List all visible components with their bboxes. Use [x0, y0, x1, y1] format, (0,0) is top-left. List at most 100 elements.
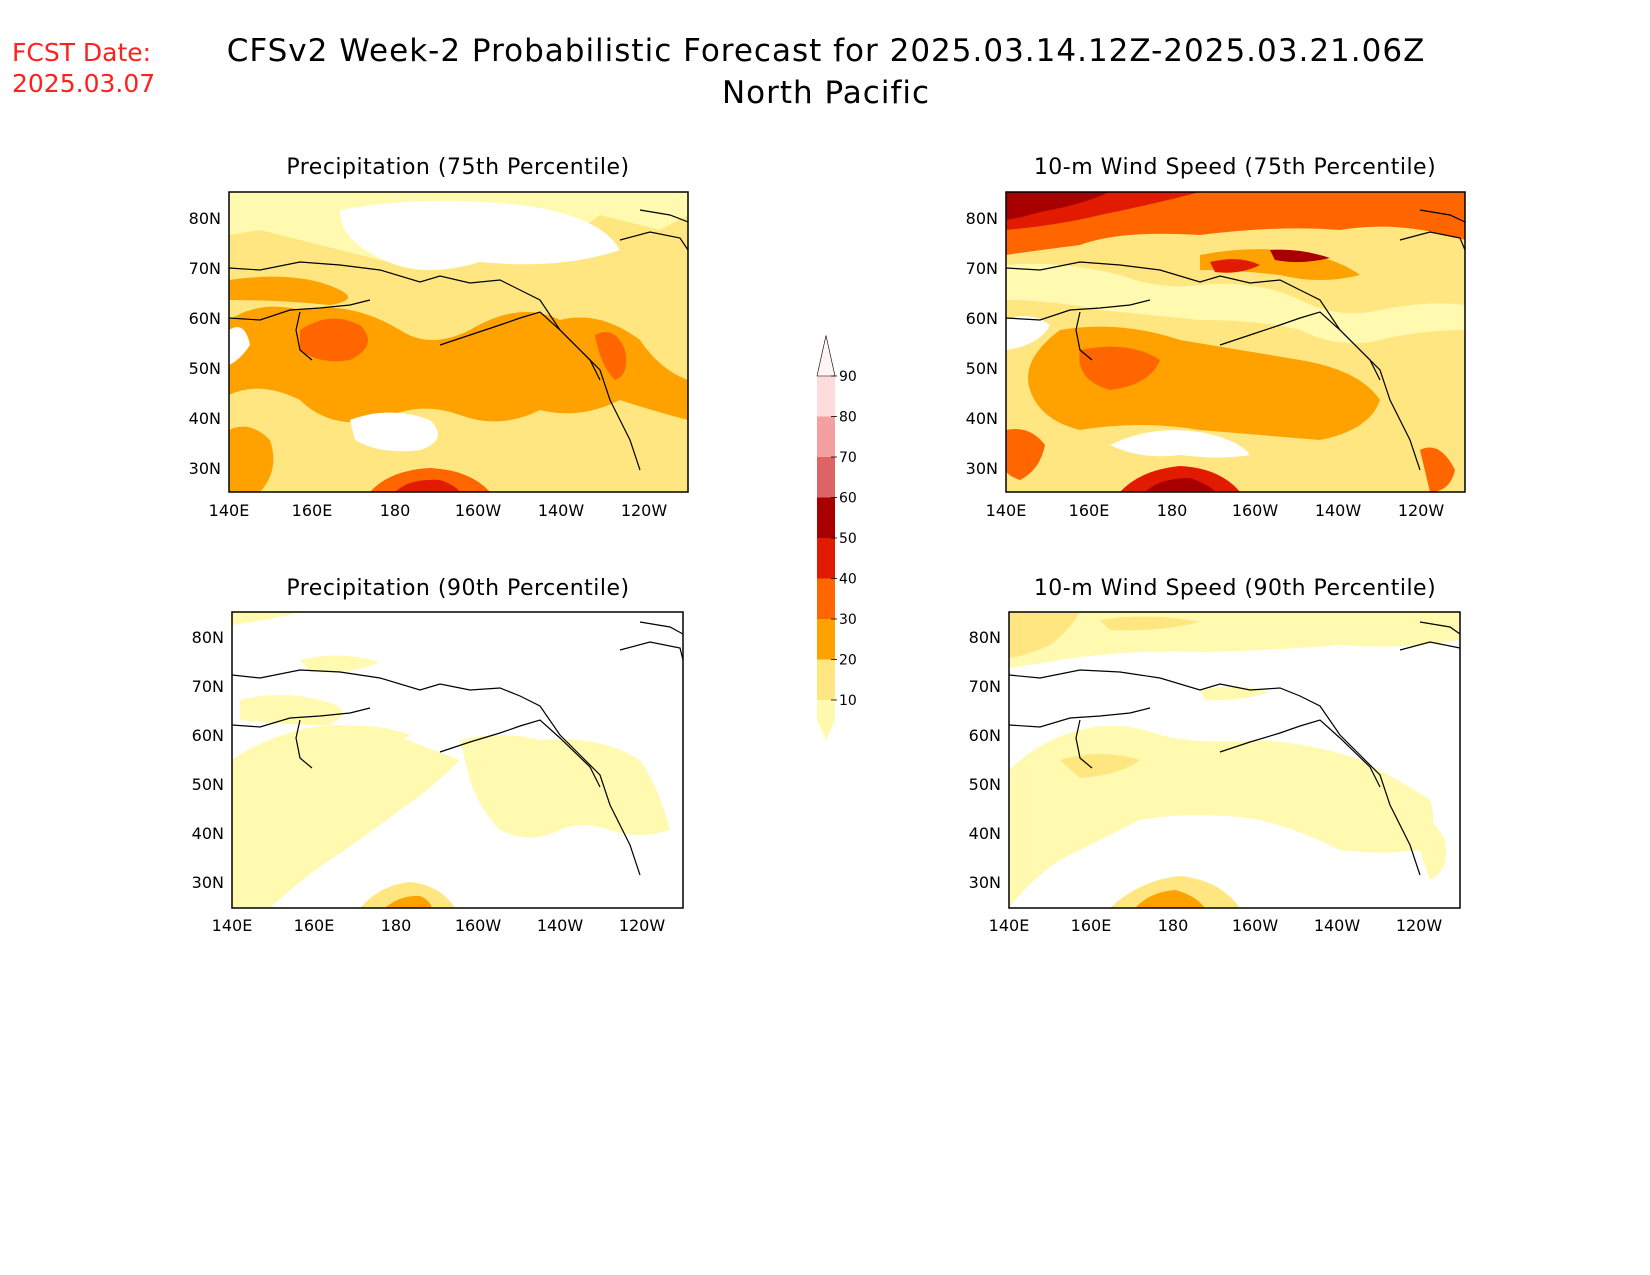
lat-tick: 40N: [192, 824, 224, 843]
lon-tick: 120W: [1396, 916, 1443, 935]
lat-tick: 80N: [192, 628, 224, 647]
lat-tick: 60N: [966, 309, 998, 328]
lat-tick: 60N: [192, 726, 224, 745]
lat-tick: 60N: [969, 726, 1001, 745]
lon-tick: 160E: [294, 916, 335, 935]
axis-lat-precip-75: 80N 70N 60N 50N 40N 30N: [189, 209, 221, 478]
fcst-date-label: FCST Date:: [12, 38, 151, 67]
colorbar-tick-label: 60: [839, 491, 857, 507]
colorbar-tick-label: 20: [839, 653, 857, 669]
lat-tick: 40N: [189, 409, 221, 428]
colorbar-segment: [817, 659, 835, 700]
lat-tick: 70N: [966, 259, 998, 278]
colorbar: 10 20 30 40 50 60 70 80 90: [816, 335, 857, 741]
lon-tick: 120W: [1398, 501, 1445, 520]
map-frame: [228, 191, 689, 493]
lat-tick: 80N: [189, 209, 221, 228]
lon-tick: 140W: [1314, 916, 1361, 935]
axis-lon-wind-75: 140E 160E 180 160W 140W 120W: [986, 501, 1445, 520]
lon-tick: 140E: [989, 916, 1030, 935]
precip-75-map: [229, 192, 688, 492]
lon-tick: 180: [380, 501, 411, 520]
lat-tick: 80N: [969, 628, 1001, 647]
colorbar-segment: [817, 497, 835, 538]
lon-tick: 140W: [1315, 501, 1362, 520]
lat-tick: 70N: [192, 677, 224, 696]
lon-tick: 140E: [209, 501, 250, 520]
colorbar-bottom-segment: [817, 700, 835, 741]
lat-tick: 50N: [189, 359, 221, 378]
colorbar-tick-label: 40: [839, 572, 857, 588]
colorbar-tick-label: 80: [839, 410, 857, 426]
lat-tick: 30N: [189, 459, 221, 478]
lat-tick: 60N: [189, 309, 221, 328]
lon-tick: 160W: [455, 501, 502, 520]
axis-lon-wind-90: 140E 160E 180 160W 140W 120W: [989, 916, 1443, 935]
lon-tick: 180: [381, 916, 412, 935]
axis-lat-wind-90: 80N 70N 60N 50N 40N 30N: [969, 628, 1001, 892]
coastline: [232, 621, 683, 876]
lon-tick: 160W: [1232, 916, 1279, 935]
panel-title-wind-90: 10-m Wind Speed (90th Percentile): [1034, 576, 1436, 601]
lat-tick: 50N: [966, 359, 998, 378]
panel-precip-90: Precipitation (90th Percentile) 80N 70N …: [192, 576, 684, 935]
lat-tick: 30N: [969, 873, 1001, 892]
lat-tick: 50N: [192, 775, 224, 794]
lon-tick: 180: [1158, 916, 1189, 935]
axis-lat-precip-90: 80N 70N 60N 50N 40N 30N: [192, 628, 224, 892]
main-title: CFSv2 Week-2 Probabilistic Forecast for …: [227, 33, 1426, 69]
panel-title-wind-75: 10-m Wind Speed (75th Percentile): [1034, 155, 1436, 180]
map-frame: [1005, 191, 1466, 493]
lat-tick: 40N: [966, 409, 998, 428]
lat-tick: 30N: [192, 873, 224, 892]
lon-tick: 120W: [621, 501, 668, 520]
axis-lat-wind-75: 80N 70N 60N 50N 40N 30N: [966, 209, 998, 478]
colorbar-segment: [817, 457, 835, 498]
panel-wind-75: 10-m Wind Speed (75th Percentile): [966, 155, 1466, 520]
wind-75-map: [1006, 192, 1465, 492]
colorbar-top-triangle: [816, 335, 836, 377]
lon-tick: 180: [1157, 501, 1188, 520]
map-frame: [231, 611, 684, 909]
lat-tick: 70N: [189, 259, 221, 278]
colorbar-segment: [817, 538, 835, 579]
lon-tick: 160E: [292, 501, 333, 520]
panel-wind-90: 10-m Wind Speed (90th Percentile) 80N 70…: [969, 576, 1461, 935]
precip-90-map: [232, 612, 683, 908]
lat-tick: 30N: [966, 459, 998, 478]
lat-tick: 50N: [969, 775, 1001, 794]
lat-tick: 70N: [969, 677, 1001, 696]
colorbar-segment: [817, 619, 835, 660]
lon-tick: 140W: [538, 501, 585, 520]
colorbar-segment: [817, 578, 835, 619]
lon-tick: 120W: [619, 916, 666, 935]
lat-tick: 80N: [966, 209, 998, 228]
coastline: [1009, 621, 1460, 876]
colorbar-segment: [817, 376, 835, 417]
colorbar-tick-label: 50: [839, 531, 857, 547]
lon-tick: 160W: [455, 916, 502, 935]
colorbar-tick-label: 90: [839, 369, 857, 385]
wind-90-map: [1009, 612, 1460, 908]
lon-tick: 160W: [1232, 501, 1279, 520]
panel-precip-75: Precipitation (75th Percentile) 80N 70N: [189, 155, 689, 520]
axis-lon-precip-75: 140E 160E 180 160W 140W 120W: [209, 501, 668, 520]
lat-tick: 40N: [969, 824, 1001, 843]
region-title: North Pacific: [722, 75, 930, 111]
lon-tick: 160E: [1069, 501, 1110, 520]
lon-tick: 160E: [1071, 916, 1112, 935]
map-frame: [1008, 611, 1461, 909]
fcst-date-value: 2025.03.07: [12, 69, 155, 98]
lon-tick: 140E: [986, 501, 1027, 520]
panel-title-precip-75: Precipitation (75th Percentile): [286, 155, 629, 180]
colorbar-tick-label: 10: [839, 693, 857, 709]
coastline: [229, 209, 688, 471]
colorbar-tick-label: 30: [839, 612, 857, 628]
lon-tick: 140W: [537, 916, 584, 935]
colorbar-segment: [817, 416, 835, 457]
colorbar-tick-label: 70: [839, 450, 857, 466]
axis-lon-precip-90: 140E 160E 180 160W 140W 120W: [212, 916, 666, 935]
lon-tick: 140E: [212, 916, 253, 935]
panel-title-precip-90: Precipitation (90th Percentile): [286, 576, 629, 601]
